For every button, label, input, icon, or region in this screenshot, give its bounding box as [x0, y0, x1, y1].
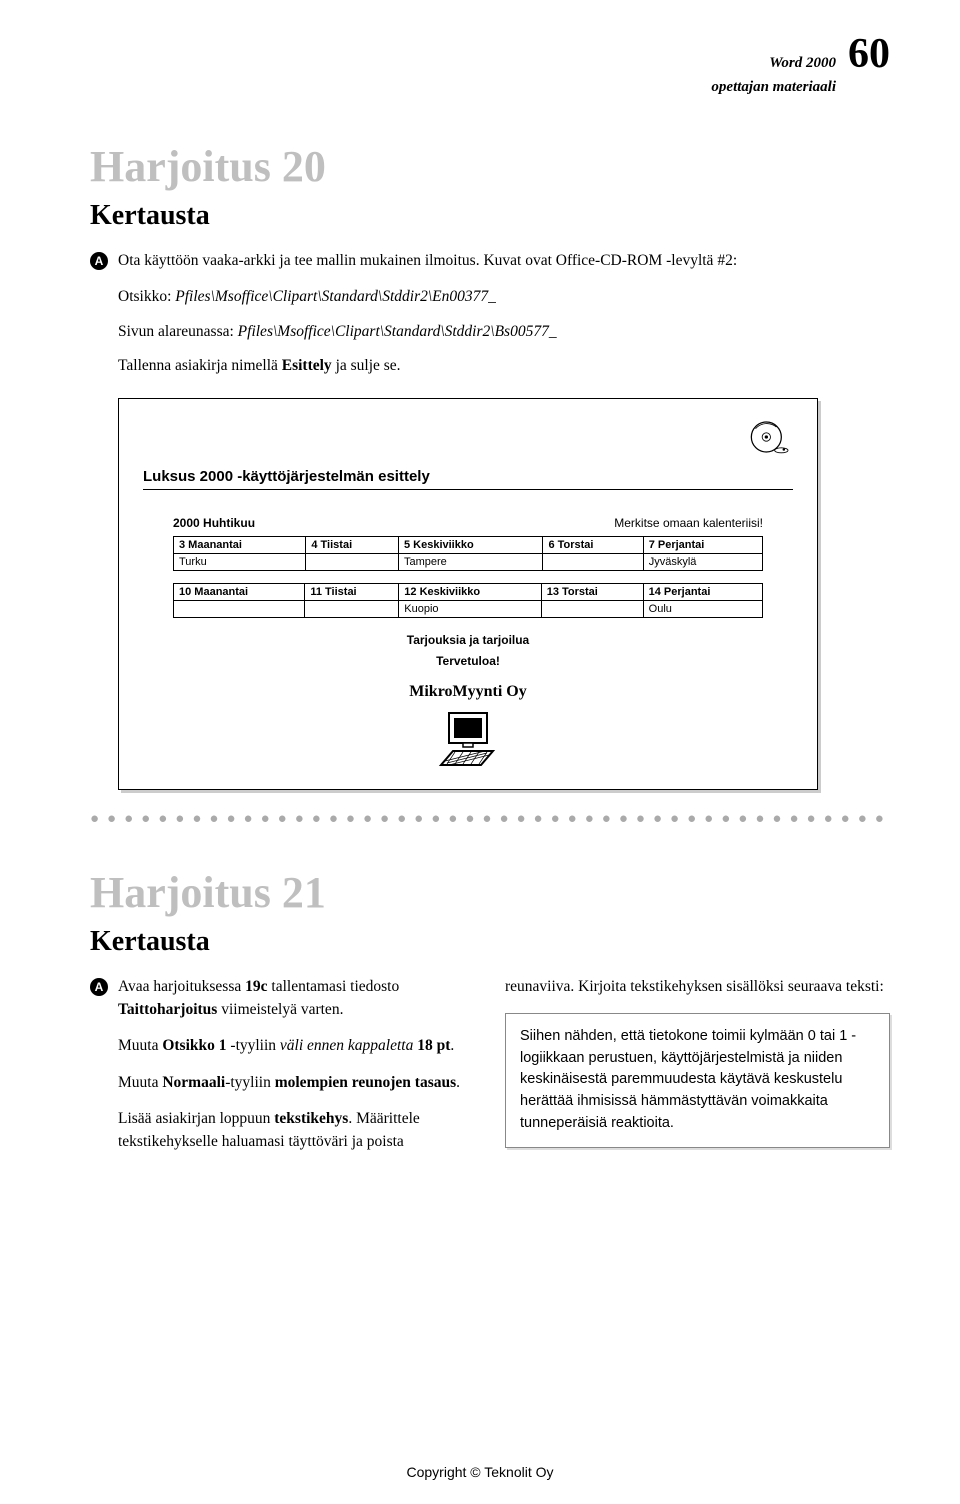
header-text-block: Word 2000 opettajan materiaali: [711, 54, 836, 101]
sivun-line: Sivun alareunassa: Pfiles\Msoffice\Clipa…: [118, 321, 890, 343]
calendar-note: Merkitse omaan kalenteriisi!: [614, 516, 763, 530]
week1-h1: 4 Tiistai: [306, 536, 399, 553]
l-p1-b1: 19c: [245, 978, 267, 995]
l-p2-i: väli ennen kappaletta: [280, 1037, 417, 1054]
tarjous-line2: Tervetuloa!: [143, 653, 793, 670]
right-column: reunaviiva. Kirjoita tekstikehyksen sisä…: [505, 976, 890, 1167]
l-p1-pre: Avaa harjoituksessa: [118, 978, 245, 995]
sample-content: Luksus 2000 -käyttöjärjestelmän esittely…: [121, 401, 815, 788]
week1-c2: Tampere: [398, 553, 542, 570]
l-p4-pre: Lisää asiakirjan loppuun: [118, 1110, 274, 1127]
step-bullet-a-21: A: [90, 978, 108, 996]
intro-text: Ota käyttöön vaaka-arkki ja tee mallin m…: [118, 252, 737, 269]
week2-c2: Kuopio: [399, 600, 541, 617]
two-column-layout: A Avaa harjoituksessa 19c tallentamasi t…: [90, 976, 890, 1167]
l-p3-post: .: [456, 1074, 460, 1091]
exercise-21-title: Harjoitus 21: [90, 867, 890, 918]
calendar-header-row: 2000 Huhtikuu Merkitse omaan kalenteriis…: [173, 516, 763, 530]
week2-c3: [541, 600, 643, 617]
page-header: Word 2000 opettajan materiaali 60: [90, 30, 890, 101]
exercise-20-title: Harjoitus 20: [90, 141, 890, 192]
calendar-week2-table: 10 Maanantai 11 Tiistai 12 Keskiviikko 1…: [173, 583, 763, 618]
sample-icon-row: [143, 417, 793, 462]
l-p1-b2: Taittoharjoitus: [118, 1001, 217, 1018]
exercise-20-subtitle: Kertausta: [90, 200, 890, 232]
week1-h0: 3 Maanantai: [174, 536, 306, 553]
dotted-divider: ●●●●●●●●●●●●●●●●●●●●●●●●●●●●●●●●●●●●●●●●…: [90, 810, 890, 827]
table-row: 10 Maanantai 11 Tiistai 12 Keskiviikko 1…: [174, 583, 763, 600]
week2-c1: [305, 600, 399, 617]
right-p1: reunaviiva. Kirjoita tekstikehyksen sisä…: [505, 976, 890, 998]
l-p3-pre: Muuta: [118, 1074, 162, 1091]
exercise-21-step-a: A Avaa harjoituksessa 19c tallentamasi t…: [90, 976, 475, 1021]
week1-h4: 7 Perjantai: [643, 536, 762, 553]
l-p2-post: .: [450, 1037, 454, 1054]
l-p2-b1: Otsikko 1: [162, 1037, 226, 1054]
week2-h0: 10 Maanantai: [174, 583, 305, 600]
otsikko-path: Pfiles\Msoffice\Clipart\Standard\Stddir2…: [175, 288, 496, 305]
l-p1-post: viimeistelyä varten.: [217, 1001, 343, 1018]
tarjous-line1: Tarjouksia ja tarjoilua: [143, 632, 793, 649]
l-p2-pre: Muuta: [118, 1037, 162, 1054]
sivun-label: Sivun alareunassa:: [118, 323, 238, 340]
sample-document-box: Luksus 2000 -käyttöjärjestelmän esittely…: [118, 398, 818, 791]
week1-h3: 6 Torstai: [543, 536, 643, 553]
week1-c1: [306, 553, 399, 570]
week1-h2: 5 Keskiviikko: [398, 536, 542, 553]
week2-h1: 11 Tiistai: [305, 583, 399, 600]
header-line2: opettajan materiaali: [711, 78, 836, 98]
copyright-footer: Copyright © Teknolit Oy: [0, 1464, 960, 1480]
left-column: A Avaa harjoituksessa 19c tallentamasi t…: [90, 976, 475, 1167]
table-row: 3 Maanantai 4 Tiistai 5 Keskiviikko 6 To…: [174, 536, 763, 553]
computer-icon: [433, 709, 503, 769]
company-name: MikroMyynti Oy: [143, 683, 793, 701]
save-line: Tallenna asiakirja nimellä Esittely ja s…: [118, 355, 890, 377]
l-p2-b2: 18 pt: [417, 1037, 450, 1054]
week2-c0: [174, 600, 305, 617]
table-row: Kuopio Oulu: [174, 600, 763, 617]
step-21a-text: Avaa harjoituksessa 19c tallentamasi tie…: [118, 976, 475, 1021]
l-p3-b2: molempien reunojen tasaus: [275, 1074, 456, 1091]
step-a-text: Ota käyttöön vaaka-arkki ja tee mallin m…: [118, 250, 890, 272]
cd-icon: [743, 417, 793, 462]
otsikko-line: Otsikko: Pfiles\Msoffice\Clipart\Standar…: [118, 286, 890, 308]
week2-c4: Oulu: [643, 600, 762, 617]
calendar-week1-table: 3 Maanantai 4 Tiistai 5 Keskiviikko 6 To…: [173, 536, 763, 571]
week1-c3: [543, 553, 643, 570]
l-p1-mid: tallentamasi tiedosto: [268, 978, 400, 995]
week2-h2: 12 Keskiviikko: [399, 583, 541, 600]
l-p2-mid: -tyyliin: [227, 1037, 280, 1054]
page-number: 60: [848, 30, 890, 78]
save-post: ja sulje se.: [332, 357, 401, 374]
otsikko-label: Otsikko:: [118, 288, 175, 305]
quote-textframe: Siihen nähden, että tietokone toimii kyl…: [505, 1013, 890, 1148]
table-row: Turku Tampere Jyväskylä: [174, 553, 763, 570]
week1-c0: Turku: [174, 553, 306, 570]
week1-c4: Jyväskylä: [643, 553, 762, 570]
save-name: Esittely: [282, 357, 332, 374]
exercise-20-step-a: A Ota käyttöön vaaka-arkki ja tee mallin…: [90, 250, 890, 272]
calendar-month: 2000 Huhtikuu: [173, 516, 255, 530]
sivun-path: Pfiles\Msoffice\Clipart\Standard\Stddir2…: [238, 323, 557, 340]
week2-h3: 13 Torstai: [541, 583, 643, 600]
header-line1: Word 2000: [711, 54, 836, 74]
step-bullet-a: A: [90, 252, 108, 270]
exercise-21-subtitle: Kertausta: [90, 926, 890, 958]
sample-title: Luksus 2000 -käyttöjärjestelmän esittely: [143, 468, 793, 490]
l-p3-mid: -tyyliin: [225, 1074, 275, 1091]
save-pre: Tallenna asiakirja nimellä: [118, 357, 282, 374]
l-p4-b1: tekstikehys: [274, 1110, 348, 1127]
week2-h4: 14 Perjantai: [643, 583, 762, 600]
l-p3-b1: Normaali: [162, 1074, 225, 1091]
